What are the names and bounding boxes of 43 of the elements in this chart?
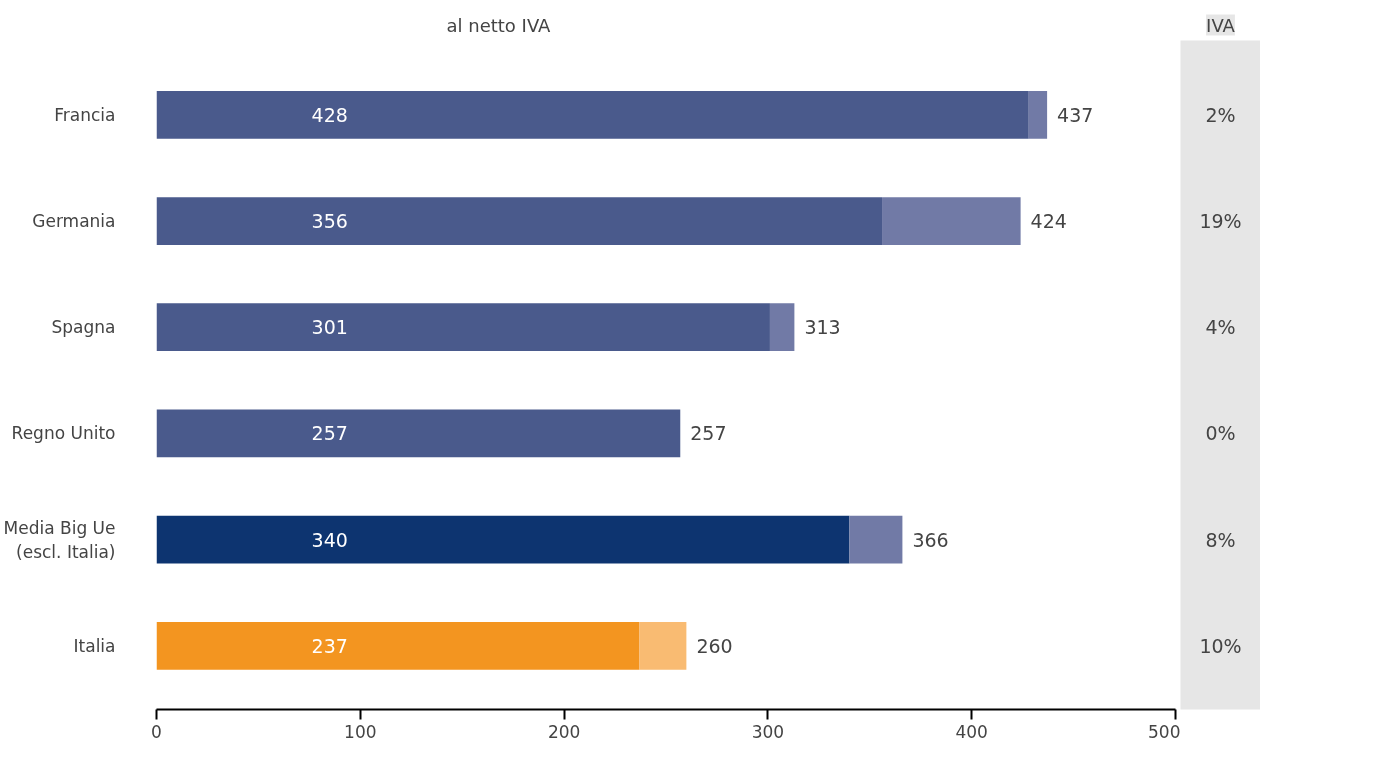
total-label: 424 [1030, 210, 1067, 233]
bar [769, 303, 795, 352]
text: 0% [1205, 422, 1236, 445]
y-tick-label: Spagna [51, 317, 116, 338]
data-label: 340 [311, 528, 348, 551]
total-label: 260 [696, 634, 733, 657]
x-tick-label: 200 [547, 721, 581, 742]
y-tick-label: Media Big Ue (escl. Italia) [3, 517, 116, 562]
y-tick-label: Italia [73, 635, 116, 656]
bar [156, 197, 883, 245]
text: 2% [1205, 103, 1236, 126]
y-tick-label: Germania [32, 211, 116, 232]
data-label: 428 [311, 103, 348, 126]
x-tick-label: 500 [1148, 721, 1181, 742]
bar [156, 90, 1029, 139]
data-label: 301 [311, 316, 348, 339]
total-label: 313 [804, 316, 841, 339]
x-tick-label: 0 [151, 721, 162, 742]
text: 8% [1205, 528, 1236, 551]
bar [156, 409, 681, 458]
bar [882, 197, 1021, 245]
text: 10% [1199, 634, 1242, 657]
bar [156, 621, 640, 670]
bar [639, 621, 687, 670]
text: 4% [1205, 316, 1236, 339]
text: 19% [1199, 210, 1242, 233]
text: al netto IVA [446, 14, 552, 36]
bar [156, 303, 770, 352]
bar [849, 515, 903, 564]
data-label: 237 [311, 634, 348, 657]
total-label: 366 [912, 528, 949, 551]
total-label: 257 [690, 422, 727, 445]
bar [1028, 90, 1048, 139]
bar [156, 515, 850, 564]
x-tick-label: 300 [751, 721, 785, 742]
y-tick-label: Francia [54, 104, 116, 125]
x-tick-label: 400 [955, 721, 988, 742]
x-tick-label: 100 [344, 721, 377, 742]
y-tick-label: Regno Unito [11, 423, 116, 444]
text: IVA [1206, 14, 1236, 36]
data-label: 356 [311, 210, 348, 233]
total-label: 437 [1057, 103, 1094, 126]
data-label: 257 [311, 422, 348, 445]
